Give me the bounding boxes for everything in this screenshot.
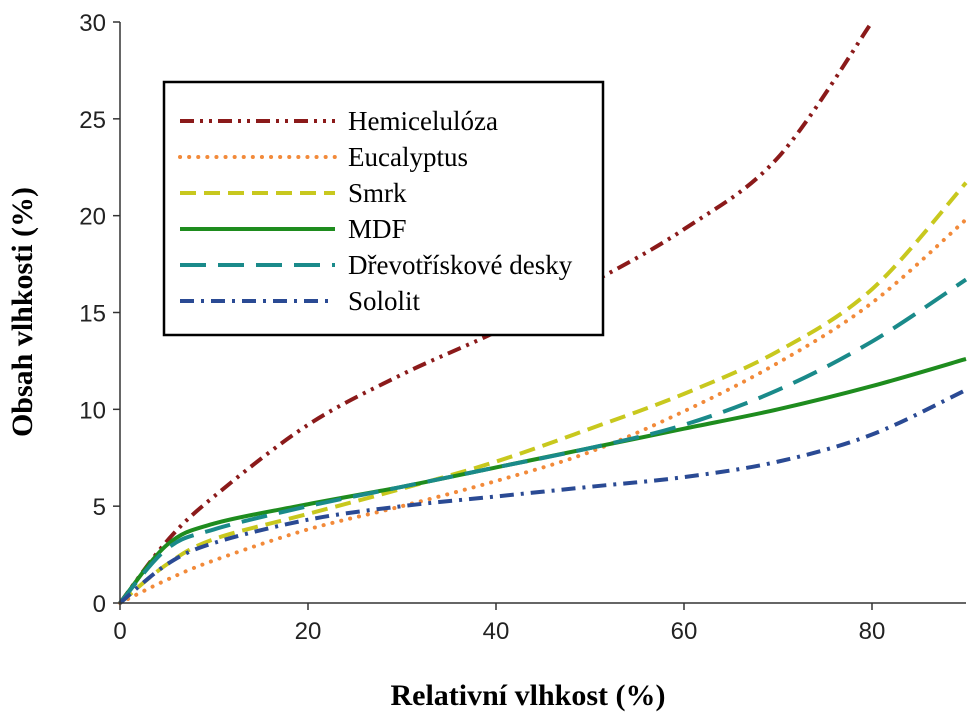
legend-label-smrk: Smrk	[348, 178, 407, 208]
series-line-smrk	[118, 181, 968, 605]
legend-label-mdf: MDF	[348, 214, 407, 244]
legend-box	[162, 80, 605, 337]
x-tick-label: 0	[113, 618, 126, 645]
x-tick-label: 40	[483, 618, 510, 645]
axis-ticks: 0 20 40 60 80 0 5 10 15 20 25 30	[79, 10, 885, 645]
x-tick-label: 20	[295, 618, 322, 645]
series-line-sololit	[118, 388, 967, 605]
series-line-drevotriskove-desky	[118, 277, 968, 605]
y-tick-label: 30	[79, 10, 106, 37]
y-tick-label: 10	[79, 397, 106, 424]
y-tick-label: 20	[79, 204, 106, 231]
series-lines	[118, 20, 968, 605]
legend: Hemicelulóza Eucalyptus Smrk MDF Dřevotřísko…	[162, 80, 605, 337]
series-line-hemiceluloza	[118, 20, 874, 605]
x-tick-label: 60	[671, 618, 698, 645]
y-tick-label: 0	[93, 591, 106, 618]
y-axis-label: Obsah vlhkosti (%)	[6, 187, 39, 437]
y-tick-label: 25	[79, 107, 106, 134]
legend-label-sololit: Sololit	[348, 286, 421, 316]
series-line-mdf	[118, 357, 967, 605]
legend-label-drevotriskove-desky: Dřevotřískové desky	[348, 250, 573, 280]
legend-label-eucalyptus: Eucalyptus	[348, 142, 468, 172]
y-tick-label: 15	[79, 301, 106, 328]
y-tick-label: 5	[93, 494, 106, 521]
x-axis-label: Relativní vlhkost (%)	[390, 679, 665, 712]
x-tick-label: 80	[859, 618, 886, 645]
legend-label-hemiceluloza: Hemicelulóza	[348, 106, 498, 136]
